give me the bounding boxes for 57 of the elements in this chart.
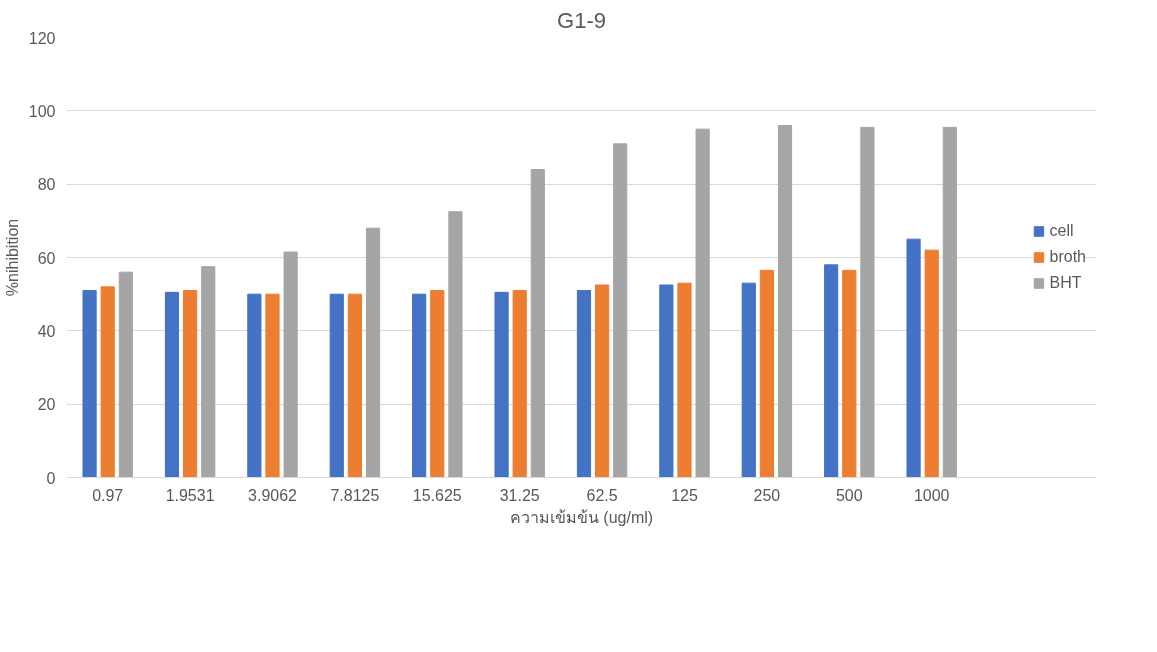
legend-label: cell <box>1049 222 1074 240</box>
bar <box>365 227 381 478</box>
bar <box>100 286 115 478</box>
x-tick-label: 1000 <box>913 486 950 504</box>
bar <box>329 293 344 478</box>
y-tick-label: 20 <box>37 396 56 414</box>
bar <box>183 290 198 478</box>
bar <box>448 211 463 478</box>
chart-title: G1-9 <box>557 7 606 33</box>
bar <box>530 169 545 478</box>
bar <box>759 269 774 478</box>
x-tick-label: 125 <box>671 486 698 504</box>
x-tick-label: 31.25 <box>499 486 540 504</box>
x-tick-label: 3.9062 <box>248 486 298 504</box>
bar <box>164 291 180 478</box>
x-tick-label: 1.9531 <box>165 486 215 504</box>
bar <box>677 282 692 478</box>
bar <box>924 249 939 478</box>
bar <box>347 293 362 478</box>
legend-label: BHT <box>1049 274 1082 292</box>
y-tick-label: 120 <box>28 29 56 47</box>
bar <box>512 290 527 478</box>
bar <box>906 238 921 478</box>
bar <box>695 128 710 478</box>
bar <box>741 282 756 478</box>
bar <box>494 291 509 478</box>
y-tick-label: 40 <box>37 322 56 340</box>
x-tick-label: 62.5 <box>586 486 618 504</box>
x-tick-label: 7.8125 <box>330 486 380 504</box>
bar <box>118 271 133 478</box>
bar <box>595 284 610 478</box>
bar <box>842 269 857 478</box>
bar <box>247 293 262 478</box>
legend-label: broth <box>1049 248 1086 266</box>
bar <box>265 293 280 478</box>
bar <box>613 143 628 478</box>
bar <box>412 293 427 478</box>
y-tick-label: 80 <box>37 176 56 194</box>
bar <box>576 290 592 478</box>
y-tick-label: 60 <box>37 249 56 267</box>
bar <box>824 264 839 478</box>
bar <box>201 266 216 478</box>
bar <box>777 125 793 478</box>
x-tick-label: 500 <box>835 486 863 504</box>
x-axis-title: ความเข้มข้น (ug/ml) <box>509 508 654 526</box>
x-tick-label: 250 <box>753 486 781 504</box>
bar <box>430 290 445 478</box>
x-tick-label: 15.625 <box>412 486 462 504</box>
bar <box>659 284 674 478</box>
bar <box>283 251 298 478</box>
y-tick-label: 0 <box>46 469 56 487</box>
y-tick-label: 100 <box>28 102 56 120</box>
bar <box>942 126 957 478</box>
x-tick-label: 0.97 <box>92 486 124 504</box>
bar <box>82 290 97 478</box>
bar <box>860 126 875 478</box>
y-axis-title: %nihibition <box>3 218 21 297</box>
